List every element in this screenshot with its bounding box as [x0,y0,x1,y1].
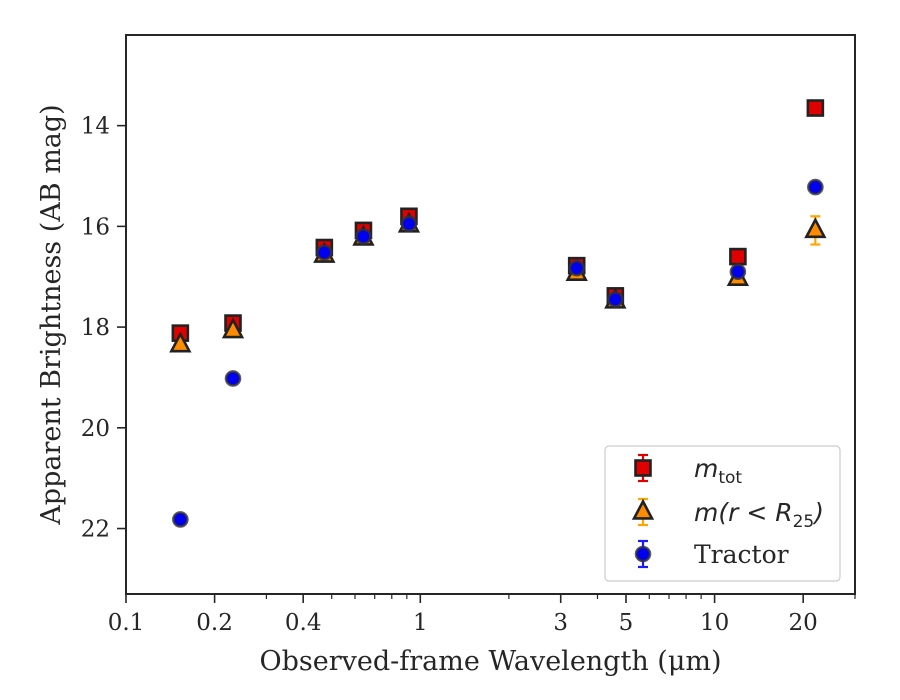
legend-label-sub: 25 [793,512,815,532]
x-tick-label: 0.4 [285,610,322,636]
legend-item-mtot: mtot [634,453,742,488]
x-tick-label: 0.1 [108,610,145,636]
y-axis-label: Apparent Brightness (AB mag) [36,104,67,525]
x-tick-label: 1 [413,610,428,636]
legend-label-tractor: Tractor [694,540,789,569]
legend-item-m-r25: m(r < R25) [631,497,824,532]
y-tick-label: 16 [81,214,110,240]
data-point-tractor [607,291,624,308]
x-tick-label: 0.2 [196,610,233,636]
x-tick-label: 3 [553,610,568,636]
legend-marker-m-r25 [631,498,655,520]
legend-label-close: ) [812,498,824,527]
legend-label-mtot: mtot [694,454,742,488]
legend-marker-tractor [634,545,652,563]
legend-frame [604,445,841,582]
data-point-m-r25 [804,217,827,239]
y-tick-label: 18 [81,315,110,341]
data-point-tractor [355,228,372,245]
data-points [169,99,827,528]
data-point-m-r25 [221,317,245,339]
data-point-tractor [568,259,586,277]
data-point-tractor [316,244,333,261]
series-tractor [172,178,824,528]
data-point-mtot [729,247,747,266]
data-point-tractor [400,215,418,233]
x-axis-label: Observed-frame Wavelength (μm) [259,646,721,677]
legend-item-tractor: Tractor [634,539,789,569]
data-point-m-r25 [169,331,192,353]
legend: mtot m(r < R25) Tractor [604,445,841,582]
data-point-mtot [806,99,825,117]
legend-label-main: m [694,454,718,483]
data-point-tractor [729,263,747,280]
legend-label-m-r25: m(r < R25) [694,498,824,532]
legend-label-sub: tot [718,468,742,488]
legend-label-main: m(r < R [694,498,793,527]
legend-marker-mtot [634,459,652,477]
y-tick-label: 22 [81,517,110,543]
x-tick-label: 10 [700,610,729,636]
x-axis: 0.1 0.2 0.4 1 3 5 10 20 [108,594,856,636]
y-tick-label: 20 [81,416,110,442]
y-axis: 14 16 18 20 22 [81,114,126,543]
y-tick-label: 14 [81,114,110,140]
data-point-tractor [224,370,242,387]
data-point-tractor [172,511,189,528]
x-tick-label: 5 [619,610,634,636]
data-point-tractor [807,178,824,196]
x-tick-label: 20 [789,610,818,636]
